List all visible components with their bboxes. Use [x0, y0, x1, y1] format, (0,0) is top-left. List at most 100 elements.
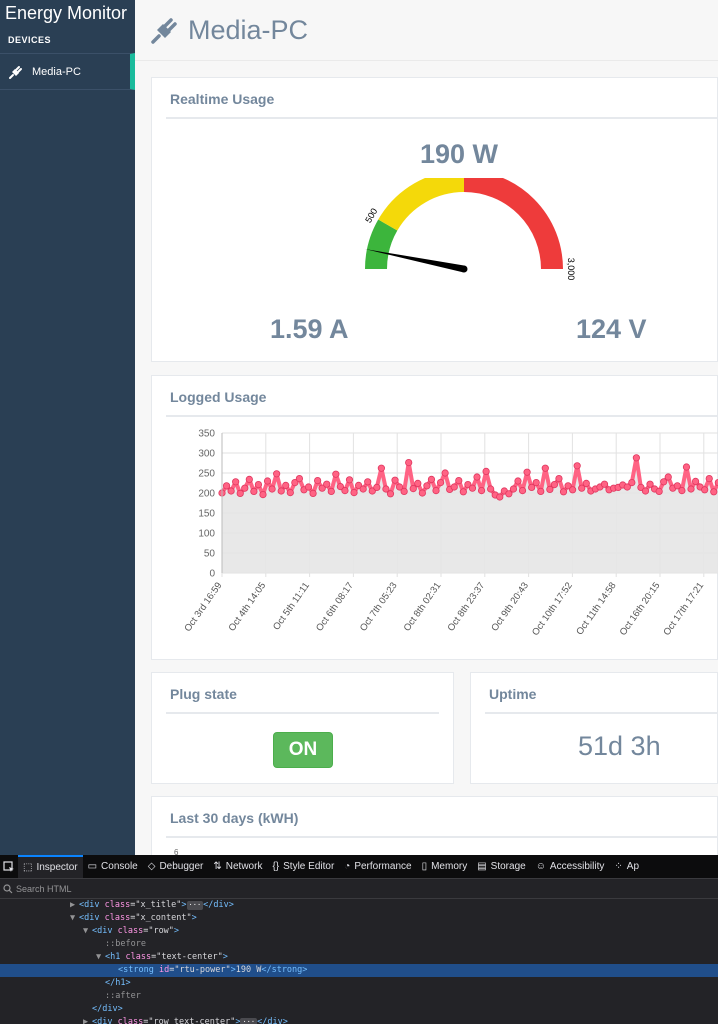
data-point [550, 481, 559, 489]
data-point [418, 489, 426, 497]
divider [166, 712, 439, 714]
data-point [323, 480, 331, 488]
data-point [382, 485, 390, 493]
x-tick-label: Oct 11th 14:58 [574, 580, 618, 637]
divider [166, 117, 717, 119]
data-point [528, 483, 536, 492]
search-icon [3, 883, 13, 893]
data-point [423, 482, 431, 490]
gauge-band [365, 219, 398, 270]
data-point [555, 475, 563, 483]
last-30-days-panel: Last 30 days (kWH) 6 [151, 796, 718, 856]
accessibility-icon: ☺ [535, 861, 546, 872]
tab-performance[interactable]: ◔ Performance [339, 855, 416, 878]
data-point [245, 475, 253, 484]
data-point [427, 475, 436, 484]
element-picker-button[interactable] [0, 855, 18, 878]
network-icon: ⇅ [213, 861, 222, 872]
data-point [546, 485, 554, 494]
data-point [541, 464, 549, 472]
tab-console[interactable]: ▭ Console [83, 855, 143, 878]
tab-ap[interactable]: ⁘ Ap [609, 855, 644, 878]
markup-line[interactable]: ::after [105, 991, 141, 1001]
markup-line[interactable]: </div> [92, 1004, 123, 1014]
markup-line[interactable]: ▼ <h1 class="text-center"> [96, 952, 228, 962]
data-point [332, 470, 340, 478]
markup-line[interactable]: ▼ <div class="x_content"> [70, 913, 197, 923]
x-tick-label: Oct 6th 08:17 [314, 580, 356, 633]
x-tick-label: Oct 10th 17:52 [530, 580, 575, 637]
data-point [564, 482, 572, 490]
data-point [459, 488, 467, 496]
data-point [400, 487, 408, 496]
x-tick-label: Oct 7th 05:23 [358, 580, 400, 633]
markup-line[interactable]: <strong id="rtu-power">190 W</strong> [0, 964, 718, 977]
markup-line[interactable]: </h1> [105, 978, 131, 988]
gauge-label: 3,000 [566, 258, 576, 281]
data-point [573, 462, 581, 470]
tab-network[interactable]: ⇅ Network [208, 855, 267, 878]
markup-line[interactable]: ▶ <div class="row text-center"> ··· </div> [0, 1016, 718, 1024]
plug-on-button[interactable]: ON [273, 732, 333, 768]
gauge-band [463, 178, 563, 270]
x-tick-label: Oct 4th 14:05 [227, 580, 269, 633]
memory-icon: ▯ [421, 861, 428, 872]
data-point [701, 486, 709, 494]
tab-label: Debugger [159, 861, 204, 872]
data-point [518, 487, 527, 495]
data-point [710, 488, 718, 496]
power-value: 190 W [420, 139, 499, 169]
panel-title: Plug state [170, 686, 237, 702]
data-point [705, 475, 713, 483]
x-tick-label: Oct 8th 02:31 [402, 580, 444, 633]
divider [166, 415, 717, 417]
tab-accessibility[interactable]: ☺ Accessibility [531, 855, 610, 878]
data-point [473, 473, 481, 481]
gauge-needle [364, 249, 465, 273]
uptime-panel: Uptime 51d 3h [470, 672, 718, 784]
tab-debugger[interactable]: ◇ Debugger [143, 855, 209, 878]
devices-heading: DEVICES [8, 35, 52, 45]
panel-title: Uptime [489, 686, 537, 702]
plug-state-panel: Plug state ON [151, 672, 454, 784]
data-point [295, 475, 304, 483]
element-picker-icon [3, 860, 14, 872]
panel-title: Last 30 days (kWH) [170, 810, 299, 826]
series-area [222, 457, 718, 573]
tab-style-editor[interactable]: {} Style Editor [267, 855, 339, 878]
data-point [277, 487, 285, 495]
markup-line[interactable]: ▶ <div class="x_title"> ··· </div> [70, 900, 234, 910]
data-point [250, 487, 258, 496]
data-point [336, 483, 344, 491]
divider [485, 712, 717, 714]
app-title[interactable]: Energy Monitor [5, 3, 128, 23]
data-point [259, 491, 267, 499]
y-tick-label: 50 [204, 549, 216, 560]
data-point [318, 484, 326, 492]
data-point [405, 459, 413, 467]
markup-tree: ▶ <div class="x_title"> ··· </div> ▼ <div cla… [0, 899, 718, 1024]
style-editor-icon: {} [272, 861, 280, 872]
main-content: Media-PC Realtime Usage 190 W 5001,5003,… [135, 0, 718, 856]
uptime-value: 51d 3h [578, 731, 661, 761]
data-point [373, 483, 381, 492]
data-point [345, 476, 354, 484]
sidebar-item-media-pc[interactable]: Media-PC [0, 53, 135, 90]
data-point [241, 484, 249, 492]
tab-label: Memory [431, 861, 468, 872]
tab-storage[interactable]: ▤ Storage [472, 855, 530, 878]
x-tick-label: Oct 5th 11:11 [271, 580, 312, 632]
markup-line[interactable]: ::before [105, 939, 146, 949]
markup-line[interactable]: ▼ <div class="row"> [83, 926, 180, 936]
data-point [377, 464, 385, 472]
data-point [364, 478, 372, 486]
data-point [309, 489, 317, 498]
tab-inspector[interactable]: ⬚ Inspector [18, 855, 83, 878]
current-value: 1.59 A [270, 314, 349, 344]
page-title: Media-PC [188, 14, 309, 45]
data-point [222, 482, 231, 490]
y-tick-label: 150 [198, 509, 215, 520]
tab-memory[interactable]: ▯ Memory [417, 855, 473, 878]
search-html-input[interactable] [16, 883, 216, 894]
